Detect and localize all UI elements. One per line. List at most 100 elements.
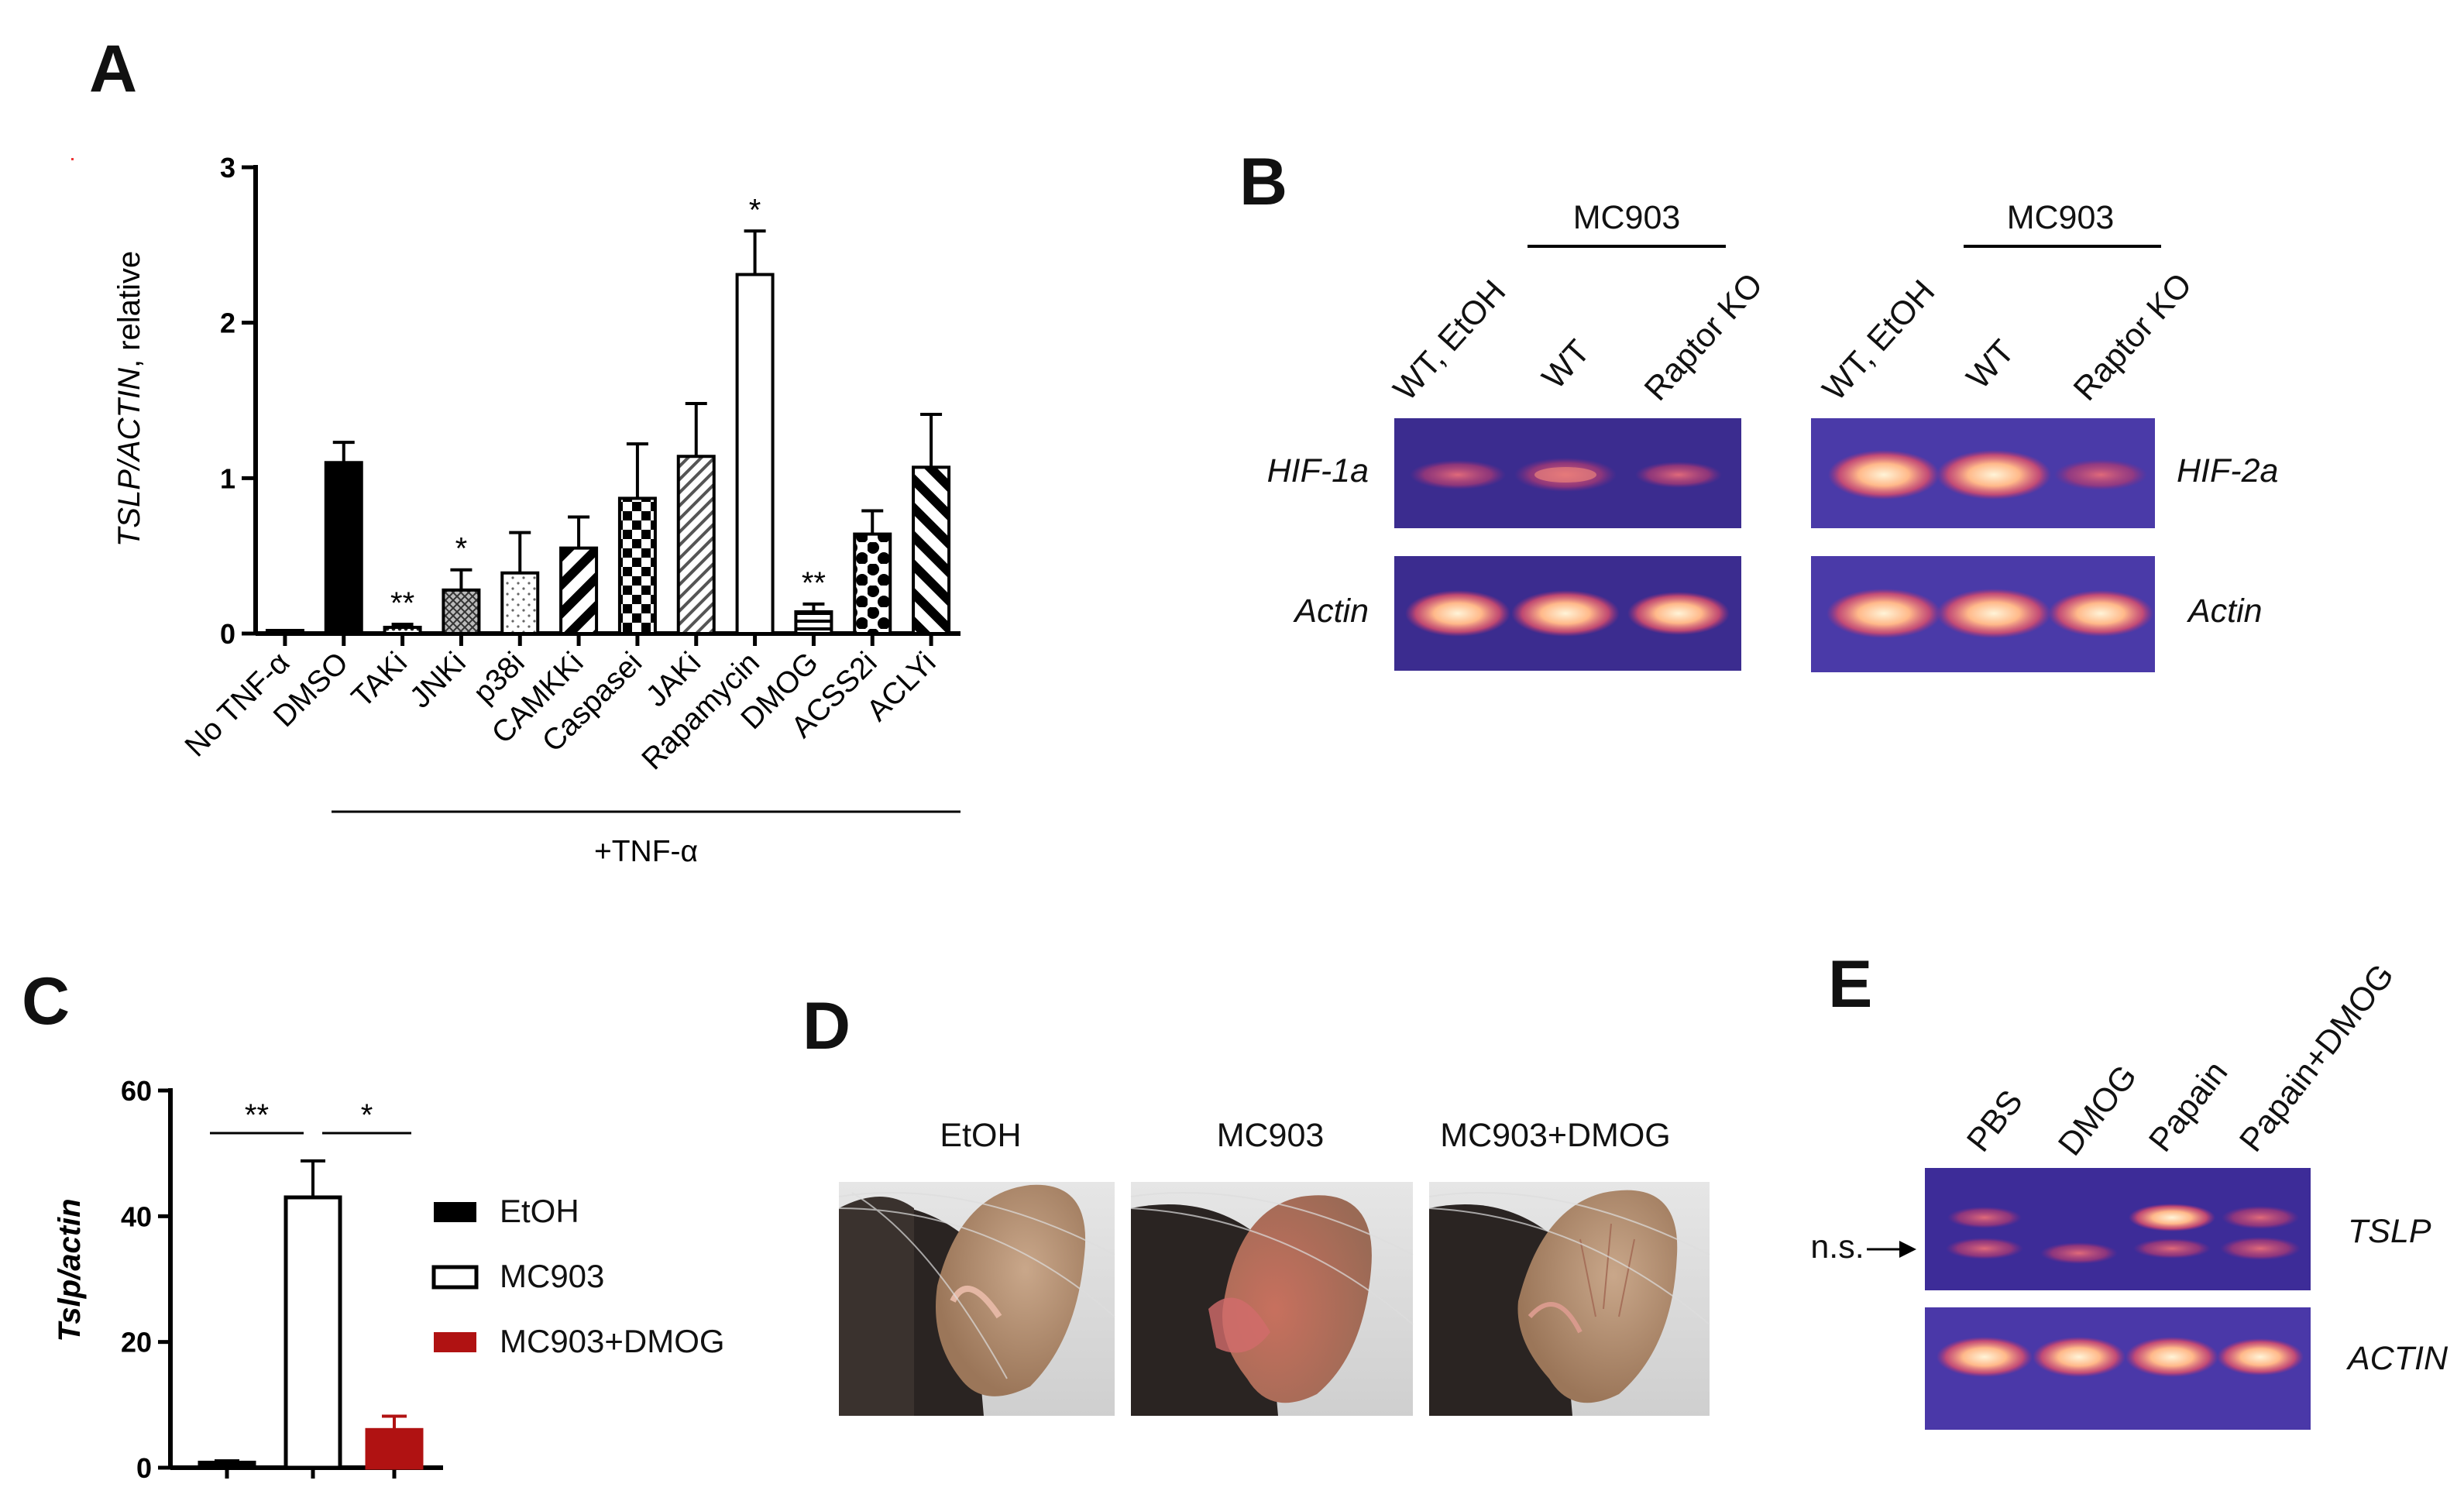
bar [284, 1195, 342, 1470]
lane-label-papain: Papain [2142, 1054, 2235, 1159]
lane-label-raptor-ko-right: Raptor KO [2067, 266, 2200, 408]
ear-vessels [1579, 1223, 1635, 1317]
speck [71, 158, 74, 160]
significance-label: * [455, 532, 468, 566]
y-tick-label: 0 [220, 618, 235, 650]
mc903-label-right: MC903 [2007, 199, 2115, 236]
photo-label-etoh: EtOH [940, 1117, 1021, 1154]
category-label: JNKi [404, 646, 473, 715]
mc903-label-left: MC903 [1573, 199, 1681, 236]
band [1405, 590, 1510, 637]
legend-swatch-mc903-dmog [434, 1332, 476, 1352]
gel-actin-right [1811, 556, 2155, 672]
lane-label-pbs: PBS [1960, 1084, 2030, 1159]
photo-label-mc903: MC903 [1217, 1117, 1325, 1154]
y-tick-label: 1 [220, 462, 235, 494]
band [1511, 590, 1620, 637]
ns-arrow-icon [1899, 1241, 1916, 1258]
significance-label: * [749, 193, 761, 227]
band [2033, 1337, 2126, 1377]
mouse-fur [839, 1197, 914, 1416]
bar [500, 571, 540, 635]
panel-d: D EtOH MC903 MC903+DMOG [802, 989, 1710, 1416]
panel-e: E PBS DMOG Papain Papain+DMOG n.s. TSLP … [1810, 947, 2449, 1430]
bar [676, 455, 716, 635]
row-label-hif-1a: HIF-1a [1267, 452, 1369, 489]
gel-hif1a [1394, 418, 1741, 528]
panel-a-letter: A [89, 32, 137, 106]
panel-b-letter: B [1239, 145, 1287, 219]
lane-label-wt-left: WT [1535, 333, 1597, 397]
band [1947, 1207, 2022, 1228]
row-label-actin-e: ACTIN [2345, 1340, 2449, 1377]
band [1410, 460, 1506, 489]
bar [442, 588, 481, 636]
ear-photo-mc903-dmog [1428, 1182, 1710, 1416]
photo-label-mc903-dmog: MC903+DMOG [1440, 1117, 1671, 1154]
band [2129, 1204, 2215, 1231]
mouse-ear [1222, 1195, 1372, 1403]
category-label: TAKi [345, 646, 414, 714]
panel-a-ylabel-rest: , relative [112, 251, 146, 368]
lane-label-papain-dmog: Papain+DMOG [2232, 957, 2401, 1159]
band [1946, 1238, 2023, 1259]
row-label-actin-left: Actin [1292, 592, 1369, 630]
gel-hif2a [1811, 418, 2155, 528]
band [1627, 592, 1730, 635]
row-label-actin-right: Actin [2186, 592, 2263, 630]
gel-tslp [1925, 1168, 2311, 1290]
whiskers [1130, 1192, 1414, 1325]
lane-label-dmog: DMOG [2051, 1058, 2144, 1163]
mouse-ear [1517, 1190, 1678, 1403]
lane-label-wt-etoh-right: WT, EtOH [1816, 273, 1943, 408]
y-tick-label: 40 [121, 1200, 152, 1232]
bar [559, 546, 599, 636]
legend-swatch-mc903 [431, 1265, 479, 1290]
band [1827, 589, 1941, 638]
panel-a-ylabel-italic: TSLP/ACTIN [112, 368, 146, 547]
row-label-hif-2a: HIF-2a [2177, 452, 2278, 489]
band [2133, 1238, 2211, 1259]
lane-label-wt-etoh-left: WT, EtOH [1387, 273, 1514, 408]
band [1828, 450, 1940, 500]
gel-background [1925, 1168, 2311, 1290]
panel-c-letter: C [22, 964, 70, 1039]
panel-c-significance: ** * [210, 1098, 411, 1135]
band [1936, 589, 2051, 638]
band [1936, 450, 2051, 500]
bar [794, 610, 833, 636]
ear-inflammation [1208, 1297, 1270, 1353]
panel-b: B MC903 WT, EtOH WT Raptor KO HIF-1a Act… [1239, 145, 2278, 672]
band [2054, 459, 2147, 490]
tnf-group-label: +TNF-α [594, 835, 698, 868]
ns-label: n.s. [1810, 1228, 1864, 1266]
ear-base [1528, 1302, 1583, 1334]
ear-photo-mc903 [1130, 1182, 1414, 1416]
bar [365, 1427, 424, 1470]
y-tick-label: 2 [220, 307, 235, 339]
band [2126, 1337, 2218, 1377]
ear-photo-etoh [838, 1182, 1115, 1416]
significance-label: ** [802, 566, 826, 600]
bar [735, 273, 775, 635]
gel-actin-e [1925, 1307, 2311, 1430]
bar [383, 625, 422, 635]
category-label: ACLYi [861, 646, 943, 728]
bar [198, 1461, 256, 1470]
bar [324, 461, 363, 635]
panel-e-letter: E [1828, 947, 1872, 1022]
bar [617, 496, 657, 635]
panel-d-letter: D [802, 989, 851, 1063]
y-tick-label: 20 [121, 1327, 152, 1358]
legend-label-mc903: MC903 [500, 1258, 604, 1294]
lane-label-wt-right: WT [1960, 333, 2022, 397]
gel-actin-left [1394, 556, 1741, 671]
mouse-ear [936, 1184, 1086, 1396]
band [1635, 462, 1722, 488]
panel-a-axes: 0 1 2 3 [220, 152, 961, 650]
band [2040, 1242, 2118, 1264]
band [2217, 1338, 2304, 1376]
